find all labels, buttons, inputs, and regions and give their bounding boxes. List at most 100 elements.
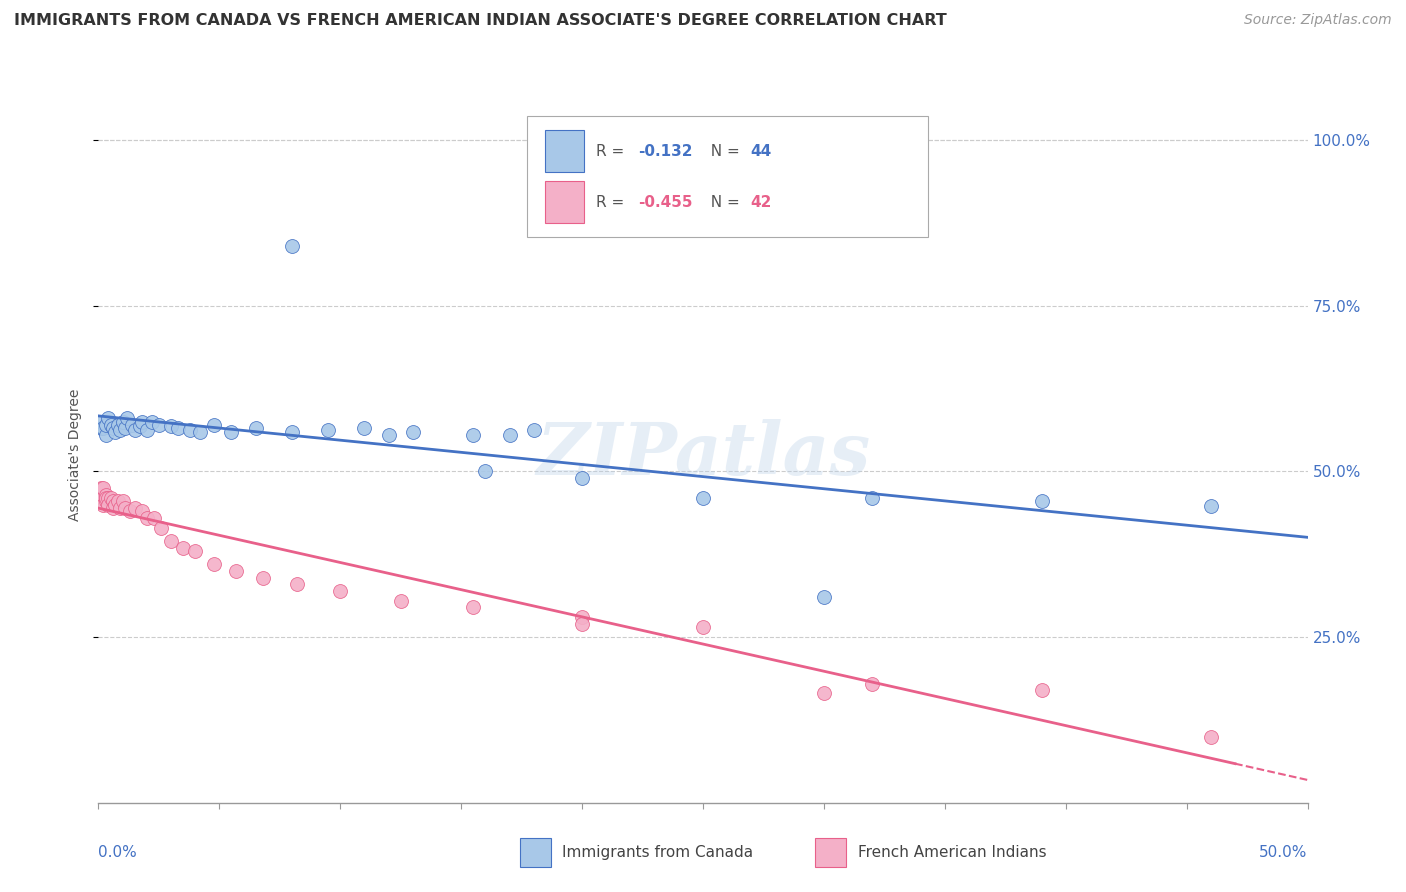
Point	[101, 421, 124, 435]
Text: 50.0%: 50.0%	[1260, 845, 1308, 860]
Point	[91, 491, 114, 505]
Point	[101, 494, 124, 508]
Point	[179, 424, 201, 438]
Point	[117, 411, 139, 425]
Point	[150, 521, 173, 535]
Text: Immigrants from Canada: Immigrants from Canada	[562, 846, 754, 860]
Point	[188, 425, 211, 439]
Point	[101, 500, 124, 515]
Point	[94, 494, 117, 508]
Point	[252, 570, 274, 584]
Point	[131, 504, 153, 518]
Point	[118, 504, 141, 518]
Point	[94, 491, 117, 505]
Point	[571, 471, 593, 485]
Point	[100, 418, 122, 433]
Point	[571, 616, 593, 631]
Point	[285, 577, 308, 591]
Point	[94, 428, 117, 442]
Text: N =: N =	[702, 194, 745, 210]
Point	[124, 424, 146, 438]
Point	[389, 593, 412, 607]
Point	[1031, 683, 1053, 698]
Point	[377, 428, 399, 442]
Point	[813, 591, 835, 605]
Point	[90, 415, 112, 429]
Y-axis label: Associate's Degree: Associate's Degree	[69, 389, 83, 521]
Point	[104, 498, 127, 512]
Point	[135, 424, 157, 438]
Point	[94, 488, 117, 502]
Text: R =: R =	[596, 144, 628, 159]
Point	[114, 500, 136, 515]
Point	[245, 421, 267, 435]
Point	[281, 239, 304, 253]
Point	[141, 415, 163, 429]
Point	[692, 620, 714, 634]
Point	[523, 424, 546, 438]
Point	[167, 421, 190, 435]
Point	[860, 676, 883, 690]
Point	[463, 600, 485, 615]
Text: 42: 42	[751, 194, 772, 210]
Point	[90, 421, 112, 435]
Point	[571, 610, 593, 624]
Point	[474, 465, 496, 479]
Point	[121, 418, 143, 433]
Text: R =: R =	[596, 194, 628, 210]
Point	[225, 564, 247, 578]
Point	[172, 541, 194, 555]
Text: -0.132: -0.132	[638, 144, 692, 159]
Point	[91, 498, 114, 512]
Point	[108, 500, 131, 515]
Point	[160, 534, 183, 549]
Point	[184, 544, 207, 558]
Point	[104, 425, 127, 439]
Point	[111, 494, 134, 508]
Point	[97, 491, 120, 505]
Point	[131, 415, 153, 429]
Point	[1199, 730, 1222, 744]
Text: 44: 44	[751, 144, 772, 159]
Point	[111, 415, 134, 429]
Point	[204, 418, 226, 433]
Point	[221, 425, 243, 439]
Text: French American Indians: French American Indians	[858, 846, 1046, 860]
Point	[281, 425, 304, 439]
Point	[316, 424, 339, 438]
Point	[114, 421, 136, 435]
Point	[329, 583, 352, 598]
Point	[143, 511, 166, 525]
Point	[148, 418, 170, 433]
Point	[1199, 499, 1222, 513]
Point	[90, 494, 112, 508]
Point	[90, 481, 112, 495]
Point	[1031, 494, 1053, 508]
Point	[353, 421, 375, 435]
Point	[692, 491, 714, 505]
Point	[463, 428, 485, 442]
Point	[160, 419, 183, 434]
Point	[204, 558, 226, 572]
Point	[97, 498, 120, 512]
Text: IMMIGRANTS FROM CANADA VS FRENCH AMERICAN INDIAN ASSOCIATE'S DEGREE CORRELATION : IMMIGRANTS FROM CANADA VS FRENCH AMERICA…	[14, 13, 946, 29]
Point	[813, 686, 835, 700]
Point	[128, 419, 150, 434]
Point	[91, 421, 114, 435]
Point	[97, 411, 120, 425]
Point	[860, 491, 883, 505]
Point	[124, 500, 146, 515]
Point	[107, 418, 129, 433]
Point	[108, 424, 131, 438]
Text: -0.455: -0.455	[638, 194, 692, 210]
Text: N =: N =	[702, 144, 745, 159]
Point	[91, 481, 114, 495]
Point	[135, 511, 157, 525]
Text: 0.0%: 0.0%	[98, 845, 138, 860]
Point	[498, 428, 520, 442]
Point	[94, 418, 117, 433]
Point	[107, 494, 129, 508]
Text: Source: ZipAtlas.com: Source: ZipAtlas.com	[1244, 13, 1392, 28]
Text: ZIPatlas: ZIPatlas	[536, 419, 870, 491]
Point	[402, 425, 425, 439]
